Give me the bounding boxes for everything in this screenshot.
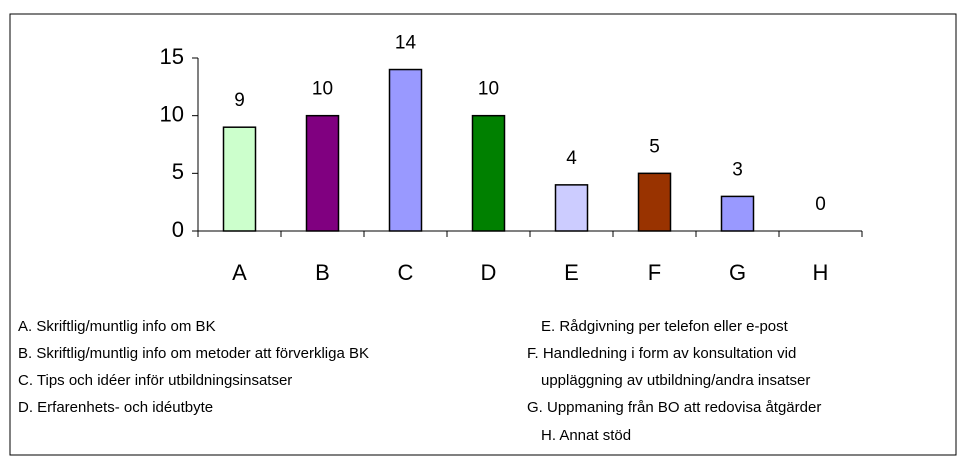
legend-entry: C. Tips och idéer inför utbildningsinsat… (18, 372, 292, 389)
value-label: 4 (566, 148, 577, 169)
bar (720, 195, 755, 232)
bar (305, 114, 340, 232)
legend-entry: E. Rådgivning per telefon eller e-post (541, 318, 789, 335)
x-tick-label: G (729, 260, 746, 285)
bar (471, 114, 506, 232)
legend-entry: A. Skriftlig/muntlig info om BK (18, 318, 216, 335)
legend-entry: B. Skriftlig/muntlig info om metoder att… (18, 345, 369, 362)
frame (9, 13, 957, 456)
bar (222, 126, 257, 232)
value-label: 0 (815, 194, 826, 215)
value-label: 10 (312, 79, 333, 100)
x-tick-label: D (481, 260, 497, 285)
x-tick-label: F (648, 260, 661, 285)
y-tick-label: 15 (160, 44, 184, 69)
value-label: 14 (395, 33, 417, 54)
legend-entry: F. Handledning i form av konsultation vi… (527, 345, 796, 362)
value-label: 3 (732, 159, 743, 180)
x-tick-label: H (813, 260, 829, 285)
x-tick-label: E (564, 260, 579, 285)
legend-entry: D. Erfarenhets- och idéutbyte (18, 399, 213, 416)
bar (388, 68, 423, 232)
legend-entry: H. Annat stöd (541, 427, 631, 444)
y-tick-label: 10 (160, 101, 184, 126)
bar (554, 184, 589, 232)
x-tick-label: B (315, 260, 330, 285)
y-tick-label: 5 (172, 159, 184, 184)
value-label: 9 (234, 90, 245, 111)
value-label: 10 (478, 79, 499, 100)
legend-entry: G. Uppmaning från BO att redovisa åtgärd… (527, 399, 821, 416)
value-label: 5 (649, 136, 660, 157)
x-tick-label: C (398, 260, 414, 285)
bar (637, 172, 672, 232)
y-tick-label: 0 (172, 217, 184, 242)
x-tick-label: A (232, 260, 247, 285)
legend-entry: uppläggning av utbildning/andra insatser (541, 372, 810, 389)
